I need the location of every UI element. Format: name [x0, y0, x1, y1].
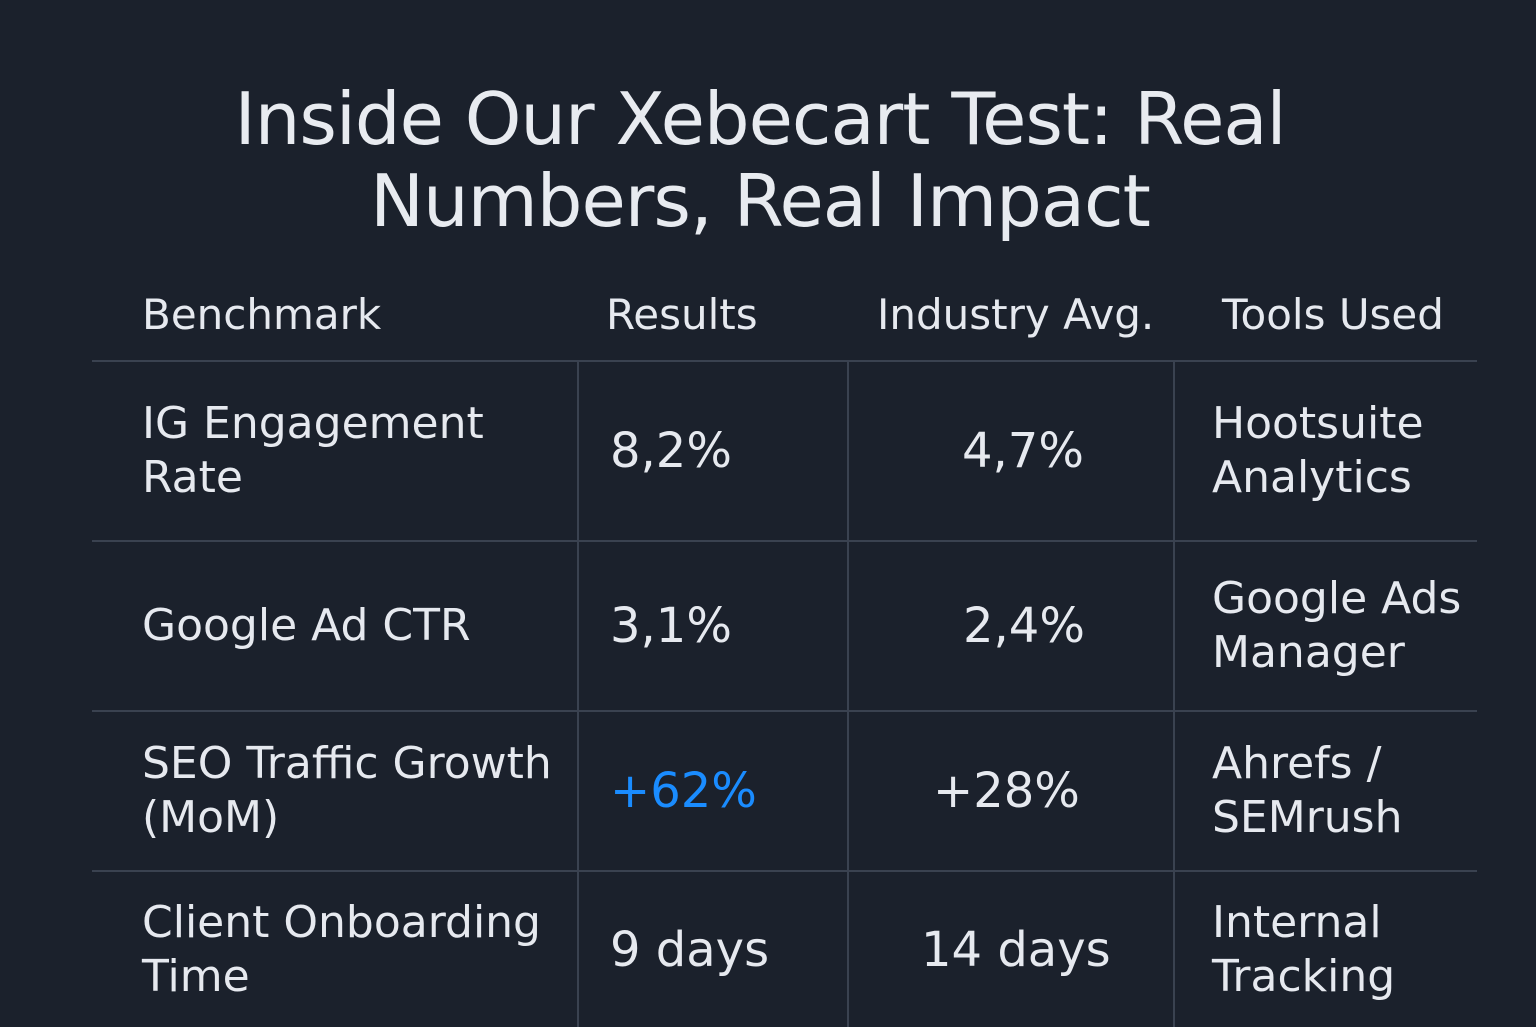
- tools-label-line: SEMrush: [1212, 792, 1403, 843]
- benchmark-cell: Client Onboarding Time: [92, 872, 577, 1027]
- tools-label-line: Analytics: [1212, 452, 1412, 503]
- table-header-row: Benchmark Results Industry Avg. Tools Us…: [92, 270, 1477, 362]
- tools-cell: Ahrefs / SEMrush: [1173, 712, 1477, 870]
- tools-label-line: Google Ads: [1212, 573, 1462, 624]
- header-tools-used: Tools Used: [1222, 290, 1444, 339]
- industry-avg-value: 4,7%: [847, 362, 1173, 540]
- industry-avg-value: 2,4%: [847, 542, 1173, 710]
- tools-label-line: Hootsuite: [1212, 398, 1424, 449]
- benchmark-label-line: Client Onboarding: [142, 896, 541, 948]
- header-benchmark: Benchmark: [142, 290, 382, 339]
- tools-label-line: Manager: [1212, 627, 1405, 678]
- result-value: 8,2%: [577, 362, 847, 540]
- title-line-1: Inside Our Xebecart Test: Real: [234, 77, 1286, 161]
- page-title: Inside Our Xebecart Test: Real Numbers, …: [0, 78, 1536, 242]
- header-results: Results: [606, 290, 758, 339]
- benchmark-label-line: (MoM): [142, 792, 280, 843]
- result-value-highlight: +62%: [577, 712, 847, 870]
- benchmark-cell: IG Engagement Rate: [92, 362, 577, 540]
- benchmark-label-line: Time: [142, 950, 250, 1002]
- benchmark-label-line: Rate: [142, 452, 243, 503]
- industry-avg-value: +28%: [847, 712, 1173, 870]
- table-row: IG Engagement Rate 8,2% 4,7% Hootsuite A…: [92, 362, 1477, 542]
- tools-cell: Internal Tracking: [1173, 872, 1477, 1027]
- table-row: SEO Traffic Growth (MoM) +62% +28% Ahref…: [92, 712, 1477, 872]
- benchmark-label-line: SEO Traffic Growth: [142, 738, 552, 789]
- result-value: 9 days: [577, 872, 847, 1027]
- benchmark-label-line: Google Ad CTR: [142, 600, 471, 651]
- result-value: 3,1%: [577, 542, 847, 710]
- benchmark-cell: Google Ad CTR: [92, 542, 577, 710]
- table-row: Google Ad CTR 3,1% 2,4% Google Ads Manag…: [92, 542, 1477, 712]
- benchmark-table: Benchmark Results Industry Avg. Tools Us…: [92, 270, 1477, 1027]
- benchmark-cell: SEO Traffic Growth (MoM): [92, 712, 577, 870]
- benchmark-label-line: IG Engagement: [142, 398, 484, 449]
- tools-cell: Google Ads Manager: [1173, 542, 1477, 710]
- header-industry-avg: Industry Avg.: [877, 290, 1155, 339]
- tools-label-line: Internal: [1212, 896, 1382, 948]
- title-line-2: Numbers, Real Impact: [370, 159, 1151, 243]
- tools-label-line: Tracking: [1212, 950, 1396, 1002]
- tools-cell: Hootsuite Analytics: [1173, 362, 1477, 540]
- tools-label-line: Ahrefs /: [1212, 738, 1382, 789]
- industry-avg-value: 14 days: [847, 872, 1173, 1027]
- table-row: Client Onboarding Time 9 days 14 days In…: [92, 872, 1477, 1027]
